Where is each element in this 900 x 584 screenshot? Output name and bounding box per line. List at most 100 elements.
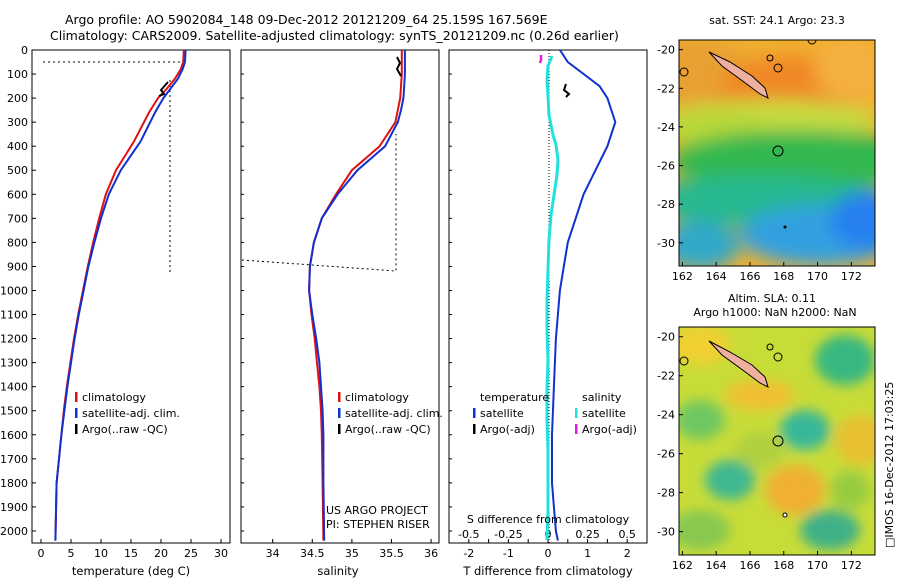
lon-tick-label: 162: [672, 270, 693, 283]
s-tick-label: 0.25: [575, 528, 600, 541]
x-tick-label: 20: [154, 547, 168, 560]
legend-argo: Argo(..raw -QC): [82, 423, 168, 436]
sla-map: 162 164 166 168 170 172 -20 -22 -24 -26 -28 -30: [657, 326, 876, 572]
x-tick-label: 25: [184, 547, 198, 560]
temperature-xlabel: temperature (deg C): [72, 564, 190, 578]
salinity-difference-satellite-line: [545, 55, 560, 541]
lat-tick-label: -24: [657, 121, 675, 134]
x-tick-label: 15: [124, 547, 138, 560]
lat-tick-label: -30: [657, 526, 675, 539]
temperature-lines: [54, 49, 187, 541]
sst-map: 162 164 166 168 170 172 -20 -22 -24 -26 -28 -30: [657, 39, 876, 283]
x-tick-label: 0: [38, 547, 45, 560]
depth-tick-label: 800: [7, 236, 28, 249]
lon-tick-label: 172: [841, 559, 862, 572]
depth-tick-label: 400: [7, 140, 28, 153]
lat-tick-label: -30: [657, 237, 675, 250]
temperature-difference-lines: [551, 49, 617, 541]
depth-tick-label: 1700: [0, 453, 28, 466]
salinity-panel: 34 34.5 35 35.5 36 salinity climatology sate…: [241, 50, 443, 578]
difference-x-ticks: -2 -1 0 1 2-0.5 -0.25 0 0.25 0.5: [458, 528, 636, 560]
depth-tick-label: 200: [7, 92, 28, 105]
island-loyalty-1: [773, 352, 783, 362]
depth-tick-label: 700: [7, 212, 28, 225]
island-loyalty-2: [766, 343, 774, 351]
legend-satellite-adj: satellite-adj. clim.: [345, 407, 443, 420]
sst-map-title: sat. SST: 24.1 Argo: 23.3: [709, 14, 845, 27]
figure-title-line1: Argo profile: AO 5902084_148 09-Dec-2012…: [65, 12, 548, 27]
t-difference-xlabel: T difference from climatology: [462, 564, 633, 578]
secondary-dot: [782, 512, 788, 518]
lon-tick-label: 170: [807, 270, 828, 283]
sla-map-title-line2: Argo h1000: NaN h2000: NaN: [693, 306, 856, 319]
temperature-panel-frame: [31, 49, 231, 544]
lon-tick-label: 166: [739, 270, 760, 283]
x-tick-label: 34: [266, 547, 280, 560]
depth-tick-label: 900: [7, 260, 28, 273]
lon-tick-label: 170: [807, 559, 828, 572]
legend-s-argo: Argo(-adj): [582, 423, 637, 436]
series-line-satellite-adj-clim-: [54, 49, 187, 541]
temperature-difference-argo-segment: [562, 83, 571, 98]
legend-satellite-adj: satellite-adj. clim.: [82, 407, 180, 420]
legend-argo: Argo(..raw -QC): [345, 423, 431, 436]
s-tick-label: -0.25: [494, 528, 522, 541]
depth-tick-label: 1800: [0, 477, 28, 490]
s-difference-label: S difference from climatology: [467, 513, 630, 526]
temperature-x-ticks: 0 5 10 15 20 25 30: [38, 539, 228, 560]
lat-tick-label: -24: [657, 409, 675, 422]
depth-tick-label: 500: [7, 164, 28, 177]
lon-tick-label: 168: [773, 270, 794, 283]
t-tick-label: -2: [463, 547, 474, 560]
island-loyalty-2: [766, 54, 774, 62]
lon-tick-label: 172: [841, 270, 862, 283]
s-tick-label: 0.5: [618, 528, 636, 541]
lat-tick-label: -22: [657, 370, 675, 383]
island-loyalty-1: [773, 63, 783, 73]
x-tick-label: 35.5: [379, 547, 404, 560]
project-credit: US ARGO PROJECT: [326, 504, 428, 517]
x-tick-label: 34.5: [300, 547, 325, 560]
x-tick-label: 36: [424, 547, 438, 560]
island-loyalty-4: [679, 67, 689, 77]
depth-tick-label: 1900: [0, 501, 28, 514]
lat-tick-label: -20: [657, 44, 675, 57]
depth-tick-label: 0: [21, 44, 28, 57]
legend-s-satellite: satellite: [582, 407, 626, 420]
salinity-lines: [308, 50, 406, 541]
temperature-panel: 0 5 10 15 20 25 30 temperature (deg C) climato…: [38, 49, 228, 578]
depth-tick-label: 600: [7, 188, 28, 201]
salinity-legend: climatology satellite-adj. clim. Argo(..…: [338, 391, 443, 436]
difference-legend: temperature satellite Argo(-adj) salinit…: [473, 391, 637, 436]
lat-tick-label: -22: [657, 82, 675, 95]
legend-salinity-title: salinity: [582, 391, 622, 404]
sla-map-ticks: 162 164 166 168 170 172 -20 -22 -24 -26 -28 -30: [657, 331, 862, 572]
difference-panel: -2 -1 0 1 2-0.5 -0.25 0 0.25 0.5 S difference fr…: [458, 49, 637, 578]
salinity-xlabel: salinity: [317, 564, 358, 578]
x-tick-label: 35: [345, 547, 359, 560]
depth-tick-label: 1100: [0, 309, 28, 322]
depth-axis: 0 100 200 300 400 500 600 700 800 900 1000 1100 1200…: [0, 44, 452, 538]
salinity-difference-argo-line: [538, 55, 543, 64]
series-line-satellite-adj-clim-: [308, 50, 406, 541]
figure-title-line2: Climatology: CARS2009. Satellite-adjuste…: [50, 28, 619, 43]
lat-tick-label: -28: [657, 487, 675, 500]
imos-timestamp: □IMOS 16-Dec-2012 17:03:25: [883, 382, 896, 548]
sla-map-title-line1: Altim. SLA: 0.11: [728, 292, 816, 305]
depth-tick-label: 300: [7, 116, 28, 129]
t-tick-label: 1: [584, 547, 591, 560]
island-loyalty-4: [679, 356, 689, 366]
new-caledonia-landmass: [708, 340, 769, 388]
x-tick-label: 10: [94, 547, 108, 560]
legend-temperature-title: temperature: [480, 391, 549, 404]
depth-tick-label: 1300: [0, 357, 28, 370]
legend-climatology: climatology: [82, 391, 146, 404]
s-tick-label: -0.5: [458, 528, 479, 541]
lat-tick-label: -20: [657, 331, 675, 344]
salinity-panel-frame: [240, 49, 440, 544]
secondary-dot: [783, 225, 787, 229]
series-line-satellite: [551, 49, 617, 541]
lat-tick-label: -28: [657, 198, 675, 211]
lon-tick-label: 168: [773, 559, 794, 572]
